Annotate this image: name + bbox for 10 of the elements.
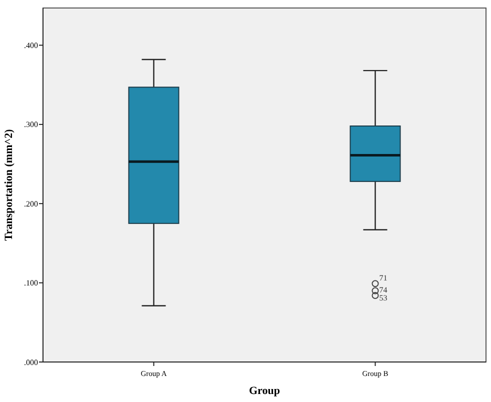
x-axis-title: Group xyxy=(249,385,280,397)
y-tick-label: .200 xyxy=(24,199,38,208)
annotation: 71 xyxy=(379,274,388,283)
y-tick-label: .300 xyxy=(24,120,38,130)
y-tick-label: .000 xyxy=(24,358,38,367)
y-axis-title: Transportation (mm^2) xyxy=(3,128,15,241)
y-tick-label: .400 xyxy=(24,41,38,50)
y-tick-label: .100 xyxy=(24,278,38,288)
annotation: 74 xyxy=(379,286,388,295)
annotation: 53 xyxy=(379,293,388,302)
